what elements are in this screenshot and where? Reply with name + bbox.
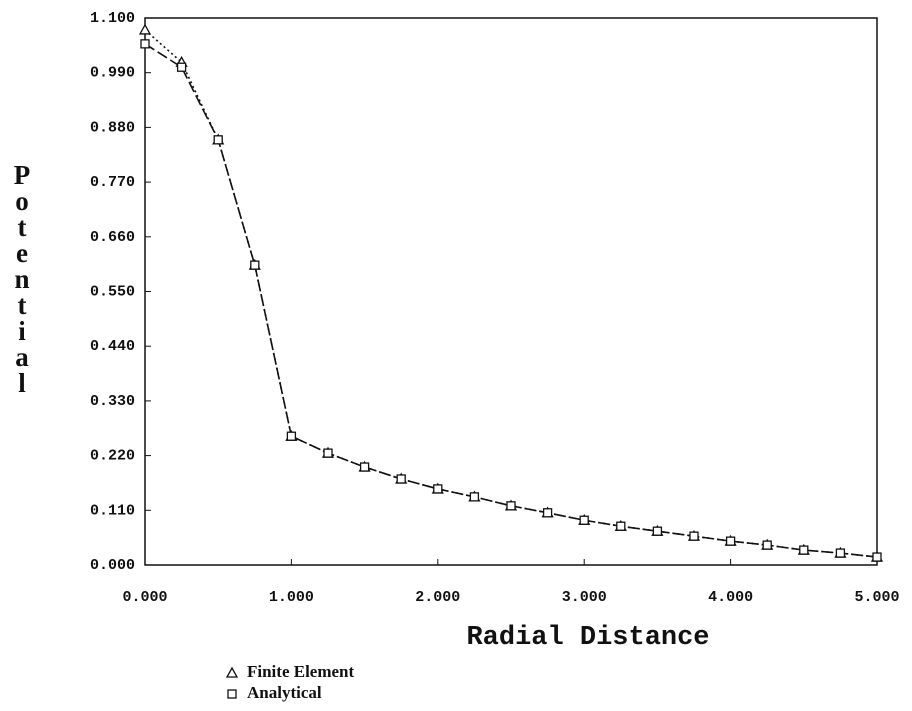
marker [506, 501, 516, 511]
y-axis-label: Potential [7, 160, 37, 394]
marker [396, 474, 406, 484]
y-tick-label: 0.440 [90, 338, 135, 355]
y-tick-label: 0.110 [90, 502, 135, 519]
x-tick-label: 5.000 [854, 589, 899, 606]
x-tick-label: 0.000 [122, 589, 167, 606]
y-tick-label: 0.000 [90, 557, 135, 574]
marker [689, 531, 699, 541]
y-tick-label: 0.220 [90, 448, 135, 465]
marker [762, 540, 772, 550]
y-tick-label: 0.770 [90, 174, 135, 191]
legend-label: Finite Element [247, 662, 355, 681]
marker [359, 462, 370, 472]
y-tick-label: 0.330 [90, 393, 135, 410]
marker [323, 448, 333, 458]
marker [250, 260, 260, 270]
marker [799, 545, 809, 555]
legend-marker [227, 689, 237, 699]
y-tick-label: 0.550 [90, 283, 135, 300]
marker [213, 135, 223, 145]
y-tick-label: 0.660 [90, 229, 135, 246]
marker [542, 508, 553, 518]
y-tick-label: 0.990 [90, 65, 135, 82]
x-tick-label: 2.000 [415, 589, 460, 606]
marker [433, 484, 443, 494]
x-tick-label: 1.000 [269, 589, 314, 606]
marker [176, 62, 187, 72]
legend-marker [225, 666, 239, 678]
marker [725, 536, 736, 546]
y-tick-label: 0.880 [90, 119, 135, 136]
x-axis-label: Radial Distance [466, 623, 709, 653]
plot-frame [144, 17, 878, 566]
x-tick-label: 4.000 [708, 589, 753, 606]
y-tick-label: 1.100 [90, 10, 135, 27]
marker [138, 23, 152, 35]
marker [835, 548, 846, 558]
marker [652, 526, 663, 536]
marker [469, 492, 480, 502]
series-line [144, 29, 878, 558]
x-tick-label: 3.000 [562, 589, 607, 606]
series-line [144, 43, 878, 558]
marker [579, 515, 589, 525]
marker [616, 521, 626, 531]
marker [140, 39, 150, 49]
marker [872, 552, 882, 562]
legend-label: Analytical [247, 683, 322, 702]
marker [286, 431, 297, 441]
